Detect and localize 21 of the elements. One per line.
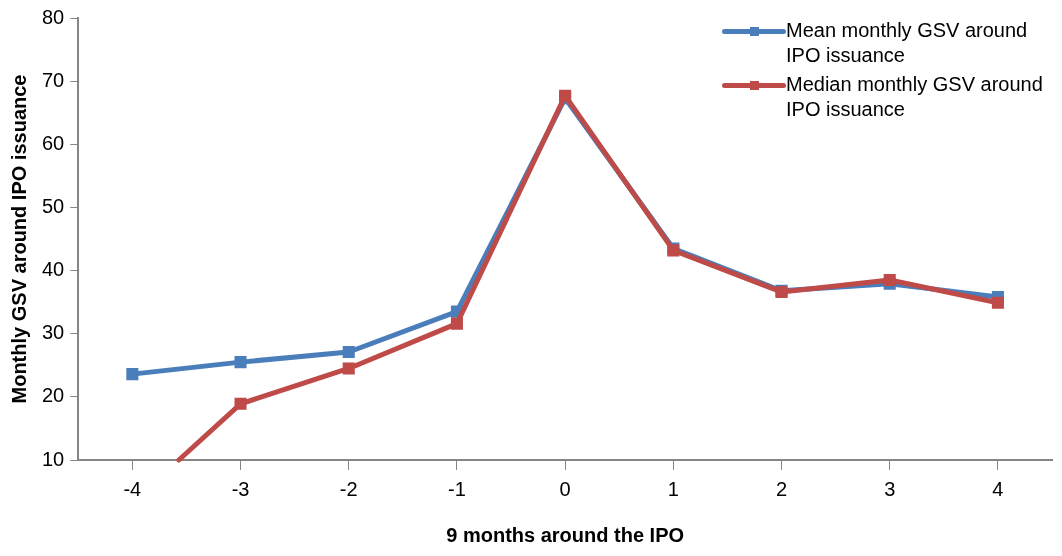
x-tick-label: -2 [339,477,358,500]
y-tick-label: 30 [42,321,65,344]
y-tick-label: 80 [42,5,65,28]
x-tick-label: -3 [231,477,250,500]
x-tick-label: 0 [559,477,571,500]
x-tick-label: 2 [775,477,788,500]
y-tick-label: 70 [42,68,65,91]
x-tick-label: 1 [667,477,679,500]
y-tick-label: 50 [42,194,65,217]
x-tick-label: -1 [448,477,466,500]
legend-label: Mean monthly GSV around IPO issuance [786,18,1029,68]
x-axis-title: 9 months around the IPO [446,523,685,546]
x-tick-label: 4 [992,477,1004,500]
x-tick-label: -4 [123,477,142,500]
x-tick-label: 3 [884,477,896,500]
legend-label: Median monthly GSV around IPO issuance [786,72,1044,122]
y-tick-label: 20 [42,384,65,407]
y-tick-label: 40 [42,258,65,281]
y-axis-title: Monthly GSV around IPO issuance [7,74,30,404]
y-tick-label: 60 [42,131,65,154]
y-tick-label: 10 [42,447,65,470]
